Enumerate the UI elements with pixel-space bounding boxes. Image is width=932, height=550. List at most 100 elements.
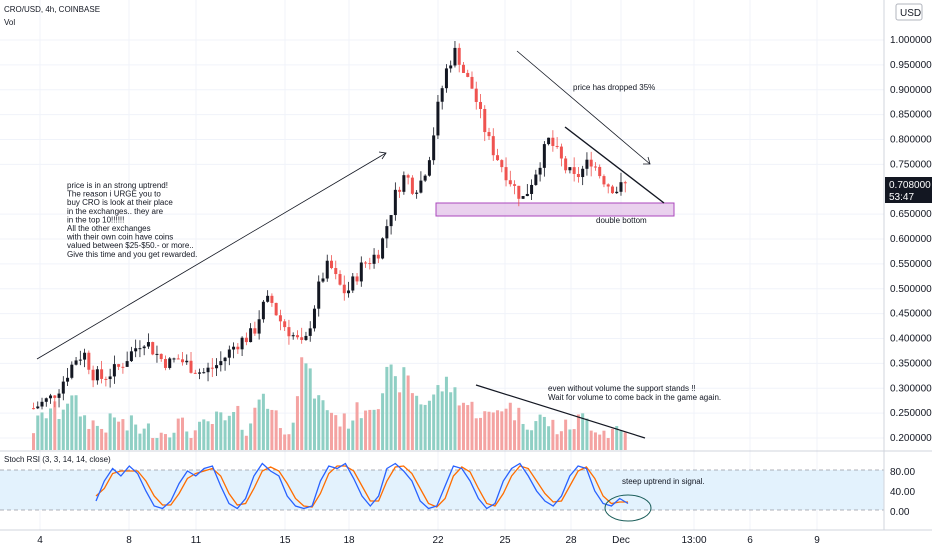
volume-bar: [347, 428, 351, 450]
volume-bar: [479, 417, 482, 450]
volume-bar: [415, 395, 419, 450]
candle-body: [244, 337, 248, 343]
candle-body: [198, 372, 202, 374]
rsi-tick-label: 80.00: [890, 467, 915, 478]
candle-body: [108, 376, 112, 380]
volume-bar: [53, 401, 57, 450]
uptrend-arrow-line[interactable]: [36, 152, 387, 360]
left-note-line: price is in an strong uptrend!: [67, 181, 168, 190]
candle-body: [291, 335, 295, 337]
candle-body: [36, 406, 40, 409]
candle-body: [530, 184, 534, 194]
candle-body: [479, 101, 482, 109]
volume-note-line-2: Wait for volume to come back in the game…: [548, 393, 721, 402]
volume-bar: [210, 424, 214, 450]
candle-body: [223, 357, 227, 362]
volume-bar: [232, 412, 236, 450]
left-note-line: The reason i URGE you to: [67, 190, 161, 199]
volume-bar: [236, 405, 240, 450]
volume-bar: [159, 432, 163, 450]
volume-bar: [547, 426, 551, 450]
candle-body: [163, 359, 167, 368]
volume-bar: [610, 428, 614, 450]
candle-body: [189, 360, 193, 373]
volume-bar: [87, 428, 91, 450]
candle-body: [504, 167, 508, 181]
candle-body: [581, 168, 585, 178]
candle-body: [227, 349, 231, 358]
currency-label: USD: [900, 8, 921, 19]
volume-bar: [449, 392, 453, 450]
support-zone[interactable]: [435, 202, 675, 217]
volume-bar: [295, 396, 299, 450]
price-tick-label: 0.450000: [890, 309, 932, 320]
volume-bar: [266, 408, 270, 450]
volume-bar: [419, 404, 423, 450]
volume-bar: [410, 393, 414, 450]
volume-bar: [78, 416, 82, 450]
resistance-trendline[interactable]: [564, 126, 665, 204]
volume-bar: [325, 410, 329, 450]
candle-body: [568, 167, 572, 171]
candle-body: [240, 337, 244, 350]
candle-body: [312, 308, 316, 329]
rsi-d-line: [95, 465, 628, 508]
candle-body: [423, 175, 427, 181]
candle-body: [525, 193, 529, 197]
volume-bar: [581, 413, 585, 450]
rsi-circle-drawing[interactable]: [604, 494, 652, 522]
candle-body: [87, 352, 91, 370]
candle-body: [513, 184, 517, 186]
candle-body: [112, 364, 116, 377]
candle-body: [176, 358, 180, 360]
candlesticks: [32, 41, 627, 410]
volume-bar: [517, 407, 521, 450]
volume-bar: [257, 399, 261, 450]
price-tick-label: 0.350000: [890, 358, 932, 369]
drop-arrowhead: [643, 156, 651, 165]
candle-body: [49, 395, 53, 399]
volume-bar: [427, 400, 431, 450]
left-note-line: in the top 10!!!!!!: [67, 215, 124, 224]
candle-body: [325, 260, 329, 279]
volume-bar: [317, 395, 321, 450]
volume-bar: [364, 410, 368, 450]
candle-body: [381, 238, 385, 259]
volume-bar: [423, 404, 427, 450]
currency-box[interactable]: [895, 3, 923, 21]
volume-bar: [142, 428, 146, 450]
candle-body: [32, 408, 35, 410]
time-tick-label: 15: [279, 535, 291, 546]
volume-bar: [249, 423, 253, 450]
candle-body: [249, 328, 253, 343]
time-tick-label: 28: [565, 535, 577, 546]
candle-body: [278, 315, 282, 322]
drop-arrow-line[interactable]: [516, 50, 651, 165]
volume-bar: [270, 409, 274, 450]
candle-body: [593, 166, 597, 168]
volume-bar: [593, 432, 597, 450]
volume-bar: [291, 422, 295, 450]
double-bottom-label: double bottom: [596, 216, 647, 225]
candle-body: [521, 196, 525, 199]
candle-body: [474, 88, 478, 102]
volume-bar: [555, 434, 559, 450]
volume-bar: [193, 430, 197, 450]
price-tick-label: 0.750000: [890, 159, 932, 170]
candle-body: [466, 72, 470, 77]
volume-bar: [134, 424, 138, 450]
candle-body: [419, 180, 423, 193]
price-tick-label: 0.400000: [890, 334, 932, 345]
volume-bar: [151, 438, 155, 450]
candle-body: [104, 378, 108, 380]
candle-body: [100, 369, 104, 379]
volume-trendline[interactable]: [475, 384, 646, 439]
candle-body: [589, 159, 593, 167]
candle-body: [117, 364, 121, 367]
volume-bar: [376, 409, 380, 450]
volume-bar: [372, 409, 376, 450]
candle-body: [410, 177, 414, 194]
volume-bar: [312, 398, 316, 450]
volume-bar: [100, 428, 104, 450]
